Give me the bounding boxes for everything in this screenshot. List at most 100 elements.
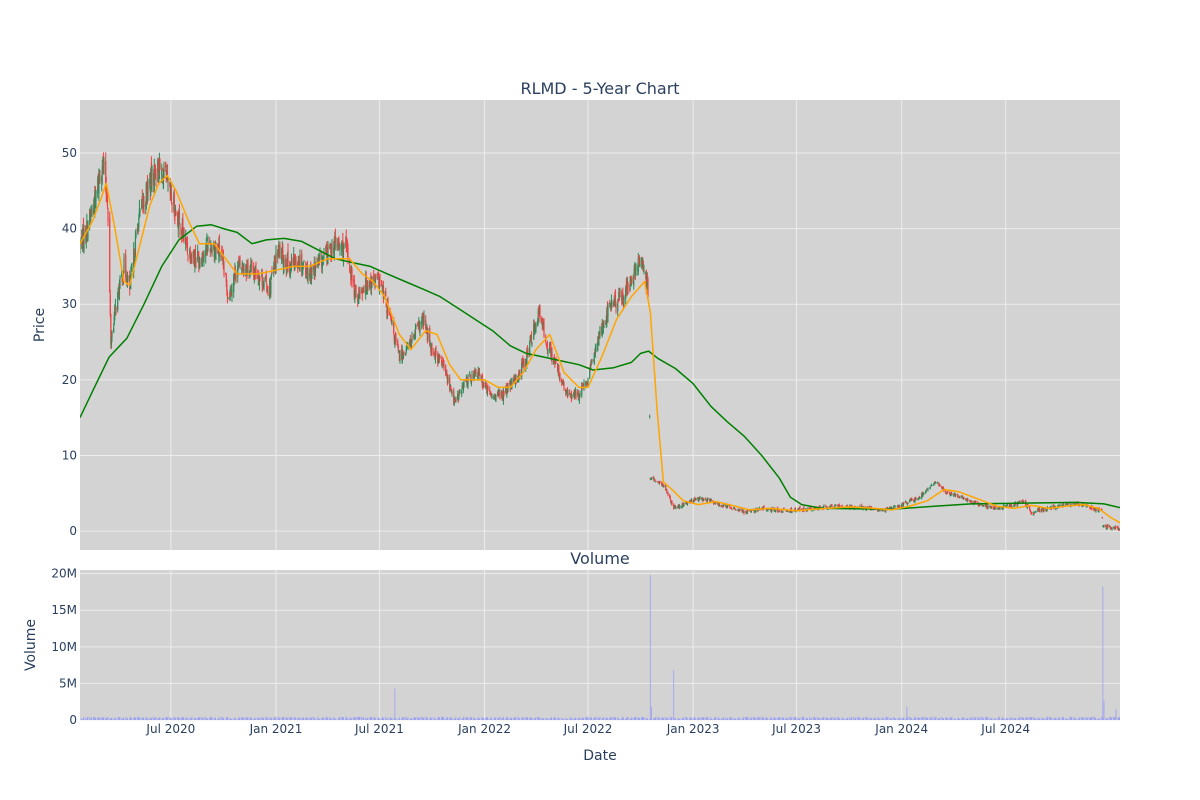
volume-bar xyxy=(182,717,184,720)
candle-body xyxy=(173,192,175,214)
volume-bar xyxy=(379,718,380,720)
volume-bar xyxy=(399,716,400,720)
candle-body xyxy=(394,335,397,337)
volume-bar xyxy=(734,718,736,720)
candle-body xyxy=(882,510,884,511)
volume-bar xyxy=(997,719,999,720)
volume-bar xyxy=(931,718,932,720)
volume-bar xyxy=(211,717,212,720)
volume-bar xyxy=(1043,717,1045,720)
candle-body xyxy=(226,292,229,298)
volume-bar xyxy=(367,718,369,720)
candle-body xyxy=(615,303,617,309)
x-tick-label: Jul 2024 xyxy=(980,722,1030,736)
volume-bar xyxy=(973,718,975,720)
candle-body xyxy=(925,490,927,492)
volume-bar xyxy=(934,719,936,720)
volume-bar xyxy=(399,719,401,720)
volume-bar xyxy=(794,718,796,720)
candle-body xyxy=(965,498,967,500)
volume-bar xyxy=(701,717,703,720)
candle-body xyxy=(782,511,784,513)
volume-bar xyxy=(157,718,159,720)
candle-body xyxy=(415,325,417,327)
volume-bar xyxy=(802,716,804,720)
candle-body xyxy=(318,257,321,259)
volume-bar xyxy=(453,718,455,720)
volume-bar xyxy=(471,718,473,720)
volume-bar xyxy=(1083,718,1085,720)
volume-bar xyxy=(615,718,617,720)
volume-bar xyxy=(593,716,595,720)
volume-bar xyxy=(557,717,559,720)
volume-bar xyxy=(1001,718,1003,720)
candle-body xyxy=(83,229,85,250)
volume-bar xyxy=(963,717,965,720)
volume-bar xyxy=(735,719,737,720)
volume-bar xyxy=(442,717,444,720)
volume-bar xyxy=(575,717,577,720)
volume-bar xyxy=(881,718,883,720)
volume-bar xyxy=(385,718,387,720)
candle-body xyxy=(373,274,375,279)
volume-bar xyxy=(533,719,535,720)
volume-bar xyxy=(883,719,884,720)
candle-body xyxy=(622,291,624,305)
volume-bar xyxy=(178,717,180,720)
volume-bar xyxy=(222,717,224,720)
volume-bar xyxy=(150,718,152,720)
volume-bar xyxy=(1001,717,1003,720)
volume-bar xyxy=(147,718,149,720)
candle-body xyxy=(161,168,163,170)
volume-bar xyxy=(262,718,264,720)
candle-body xyxy=(341,242,343,252)
candle-body xyxy=(939,485,941,486)
volume-bar xyxy=(426,717,428,720)
volume-bar xyxy=(429,716,431,720)
volume-bar xyxy=(1006,717,1008,720)
volume-bar xyxy=(330,718,332,720)
volume-bar xyxy=(658,716,660,720)
volume-bar xyxy=(207,718,208,720)
volume-bar xyxy=(278,718,280,720)
volume-bar xyxy=(955,718,957,720)
volume-bar xyxy=(238,717,240,720)
volume-bar xyxy=(122,718,124,720)
volume-bar xyxy=(825,717,827,720)
volume-bar xyxy=(497,718,499,720)
volume-bar xyxy=(378,718,380,720)
volume-bar xyxy=(849,718,851,720)
volume-y-tick-label: 15M xyxy=(51,603,77,617)
candle-body xyxy=(950,492,952,496)
volume-bar xyxy=(370,718,372,720)
volume-bar xyxy=(101,718,103,720)
volume-bar xyxy=(177,716,179,720)
candle-body xyxy=(478,369,480,372)
volume-bar xyxy=(981,716,983,720)
volume-bar xyxy=(741,719,743,720)
volume-bar xyxy=(299,717,301,720)
candle-body xyxy=(895,506,897,508)
candle-body xyxy=(995,507,997,509)
candle-body xyxy=(623,297,625,305)
volume-bar xyxy=(331,719,333,720)
candle-body xyxy=(617,299,619,302)
volume-bar xyxy=(655,717,656,720)
candle-body xyxy=(559,373,561,381)
volume-bar xyxy=(115,718,116,720)
volume-bar xyxy=(549,717,551,720)
candle-body xyxy=(638,259,641,263)
volume-bar xyxy=(673,717,675,720)
volume-bar xyxy=(131,718,132,720)
volume-bar xyxy=(894,718,896,720)
moving-average-lines xyxy=(80,174,1120,524)
volume-bar xyxy=(497,717,499,720)
candle-body xyxy=(413,335,415,337)
volume-bar xyxy=(522,717,524,720)
candle-body xyxy=(969,500,971,502)
volume-bar xyxy=(139,717,140,720)
volume-bar xyxy=(477,717,479,720)
volume-bar xyxy=(289,717,291,720)
volume-bar xyxy=(329,718,331,720)
volume-bar xyxy=(677,719,679,720)
